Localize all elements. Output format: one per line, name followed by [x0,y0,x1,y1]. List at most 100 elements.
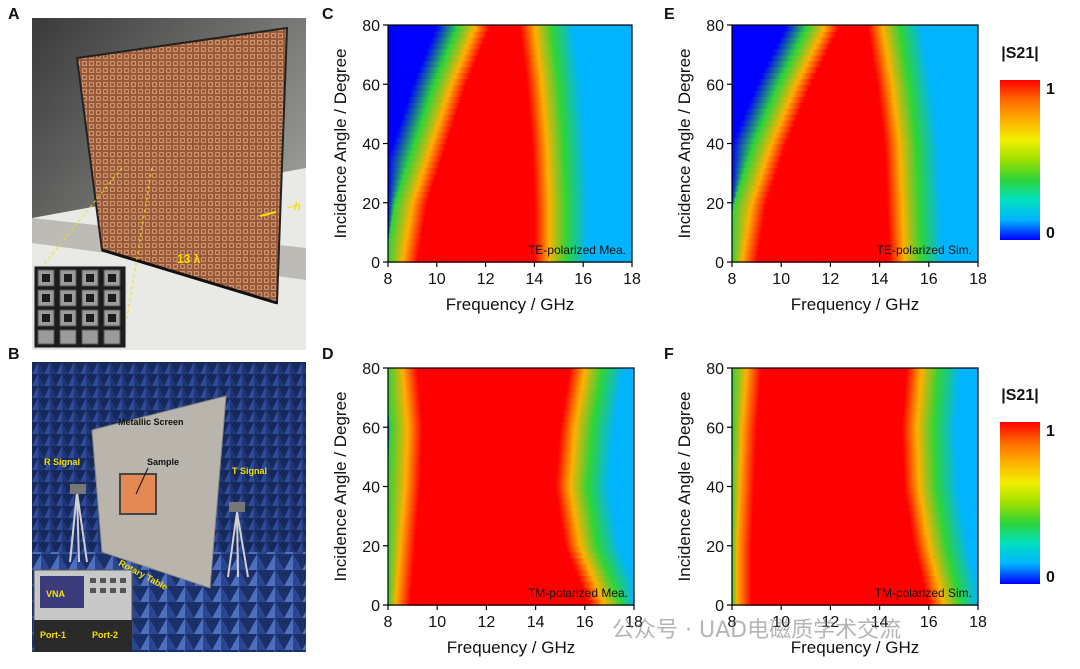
x-tick-label: 18 [623,271,641,288]
heatmap-row [732,403,978,411]
heatmap-row [732,54,978,62]
sample-label: Sample [147,457,179,467]
x-tick-label: 18 [625,614,643,631]
heatmap-row [388,143,632,151]
x-tick-label: 16 [920,271,938,288]
heatmap-row [388,551,634,559]
x-tick-label: 14 [871,614,889,631]
heatmap-row [732,433,978,440]
heatmap-row [388,563,634,571]
heatmap-row [388,439,634,446]
heatmap-row [732,468,978,476]
heatmap-row [732,42,978,50]
heatmap-row [388,244,632,251]
heatmap-row [388,214,632,222]
metallic-screen [91,395,227,589]
y-tick-label: 20 [706,196,724,213]
heatmap-row [732,232,978,240]
heatmap-row [732,504,978,511]
heatmap-row [388,30,632,38]
heatmap-row [388,462,634,470]
heatmap-row [732,173,978,180]
heatmap-row [388,533,634,541]
heatmap-row [732,119,978,127]
heatmap-row [388,161,632,168]
heatmap-row [388,102,632,109]
heatmap-row [388,238,632,246]
y-tick-label: 60 [706,420,724,437]
heatmap-row [388,72,632,80]
colorbar-min-label: 0 [1046,225,1055,242]
heatmap-row [732,208,978,216]
x-tick-label: 8 [384,614,393,631]
y-tick-label: 80 [706,361,724,378]
heatmap-row [732,202,978,210]
heatmap-row [388,155,632,163]
photo-measurement-setup: Metallic Screen Sample R Signal T Signal… [32,362,306,652]
heatmap-row [732,30,978,38]
heatmap-row [732,391,978,399]
heatmap-row [388,427,634,434]
x-axis-label: Frequency / GHz [791,295,920,314]
y-axis-label: Incidence Angle / Degree [331,49,350,239]
heatmap-row [388,90,632,97]
x-axis-label: Frequency / GHz [791,638,920,657]
heatmap-row [732,149,978,157]
heatmap-row [388,202,632,210]
heatmap-row [732,238,978,246]
heatmap-row [388,498,634,506]
heatmap-row [388,539,634,547]
panel-label-b: B [8,346,20,363]
heatmap-row [388,107,632,115]
y-tick-label: 60 [706,77,724,94]
heatmap-row [732,137,978,145]
y-tick-label: 0 [715,255,724,272]
heatmap-row [388,587,634,594]
heatmap-row [732,48,978,56]
heatmap-row [732,587,978,594]
heatmap-row [388,575,634,583]
y-tick-label: 40 [362,137,380,154]
heatmap-row [732,486,978,494]
panel-label-c: C [322,6,334,23]
heatmap-row [732,179,978,186]
heatmap-row [388,36,632,44]
heatmap-row [388,232,632,240]
x-tick-label: 12 [822,614,840,631]
heatmap-row [732,250,978,257]
x-tick-label: 12 [478,614,496,631]
heatmap-row [388,486,634,494]
heatmap-row [388,173,632,180]
heatmap-row [732,155,978,163]
heatmap-row [732,96,978,103]
heatmap-row [732,125,978,133]
heatmap-row [732,90,978,97]
heatmap-row [388,66,632,74]
heatmap-row [732,256,978,263]
y-tick-label: 80 [362,361,380,378]
heatmap-row [732,599,978,606]
y-tick-label: 80 [362,18,380,35]
heatmap-row [732,36,978,44]
y-tick-label: 0 [371,598,380,615]
heatmap-row [732,220,978,228]
vna-label: VNA [46,589,66,599]
heatmap-row [388,415,634,423]
heatmap-row [732,527,978,535]
heatmap-row [732,545,978,553]
heatmap-row [388,468,634,476]
heatmap-row [388,179,632,186]
heatmap-row [732,522,978,529]
heatmap-row [732,409,978,417]
y-tick-label: 20 [362,539,380,556]
y-axis-label: Incidence Angle / Degree [675,392,694,582]
x-tick-label: 14 [527,614,545,631]
heatmap-row [732,196,978,204]
heatmap-row [388,474,634,482]
port2-label: Port-2 [92,630,118,640]
x-axis-label: Frequency / GHz [446,295,575,314]
heatmap-row [732,445,978,452]
heatmap-row [388,190,632,198]
heatmap-row [388,60,632,68]
